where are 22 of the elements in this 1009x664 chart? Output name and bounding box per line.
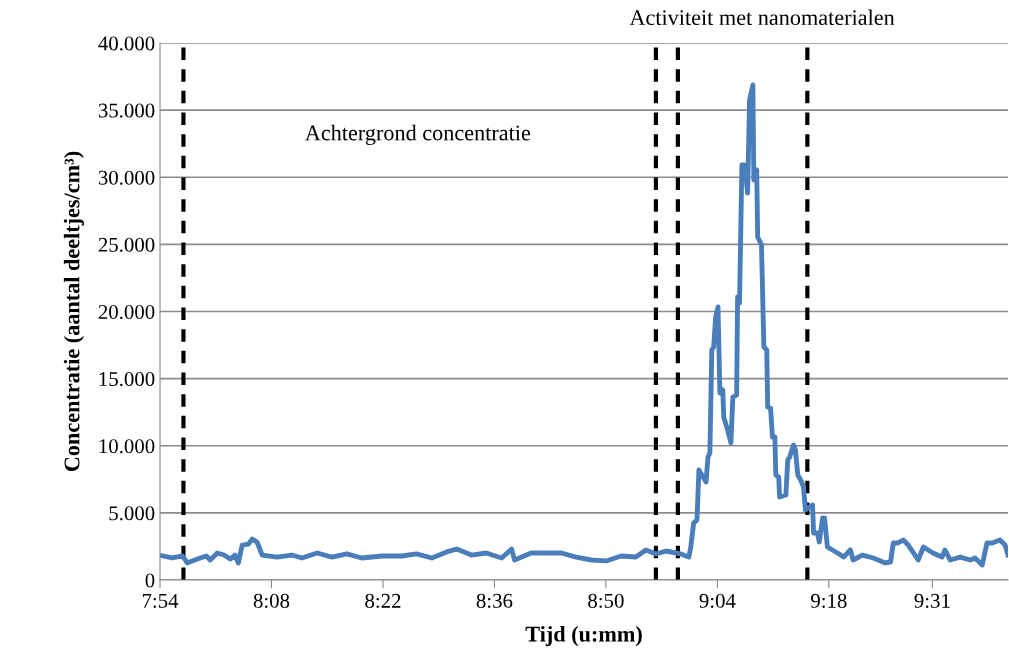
y-tick-label: 35.000 [98, 103, 155, 118]
x-tick-label: 8:22 [365, 593, 401, 608]
line-series [160, 82, 1008, 568]
x-tick-label: 9:18 [811, 593, 847, 608]
x-tick-label: 7:54 [142, 593, 179, 608]
text: Activiteit met nanomaterialen [629, 9, 895, 26]
y-tick-label: 5.000 [109, 506, 155, 521]
x-tick-label: 8:08 [253, 593, 290, 608]
x-tick-label: 8:36 [476, 593, 513, 608]
y-tick-label: 20.000 [98, 304, 155, 320]
y-tick-label: 0 [145, 573, 155, 588]
annotation: Achtergrond concentratie [305, 124, 531, 146]
y-tick-label: 40.000 [98, 36, 155, 51]
y-tick-label: 10.000 [99, 439, 155, 454]
y-tick-label: 25.000 [98, 237, 155, 252]
x-axis-title: Tijd (u:mm) [525, 625, 642, 647]
x-tick-label: 9:04 [699, 593, 736, 608]
y-tick-label: 15.000 [99, 372, 155, 387]
x-tick-label: 9:31 [914, 593, 950, 608]
y-axis-title: Concentratie (aantal deeltjes/cm³) [63, 151, 84, 472]
x-tick-label: 8:50 [588, 593, 624, 608]
y-tick-label: 30.000 [98, 170, 155, 185]
